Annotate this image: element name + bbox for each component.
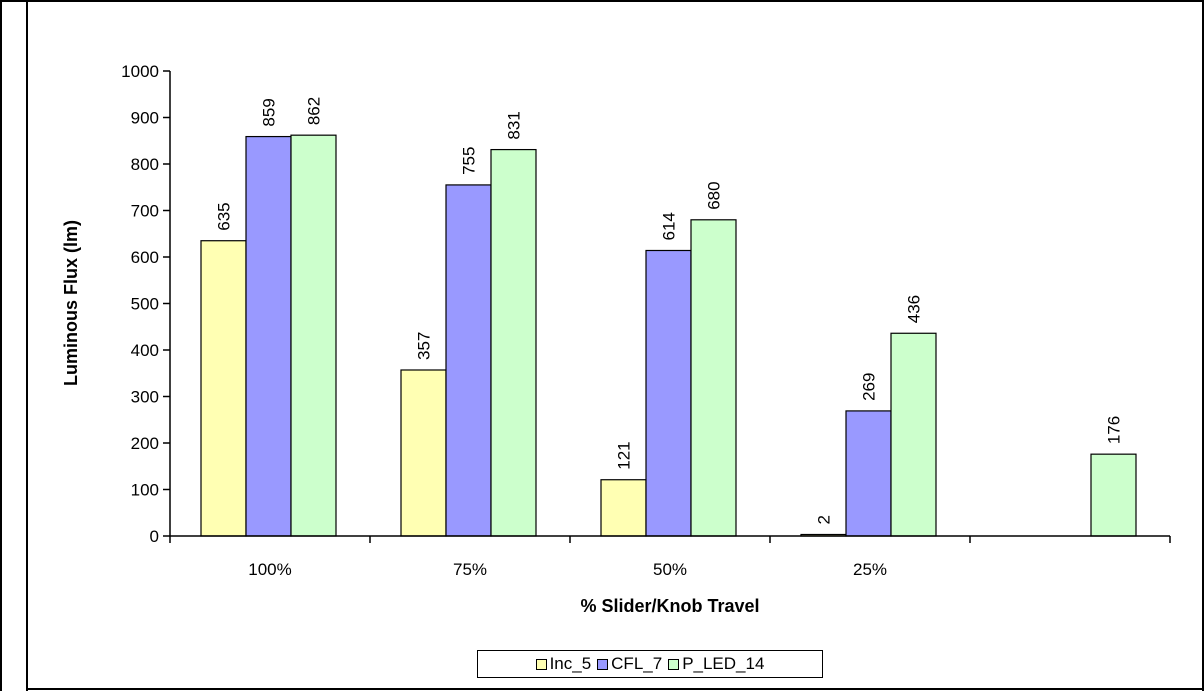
frame-inner-border — [26, 0, 28, 691]
bar — [290, 134, 337, 537]
y-tick-label: 0 — [150, 527, 159, 546]
data-label: 357 — [415, 332, 434, 360]
data-label: 755 — [460, 147, 479, 175]
x-axis-label: % Slider/Knob Travel — [580, 596, 759, 616]
bar — [245, 135, 292, 537]
frame-bottom-border — [28, 688, 1204, 690]
value-labels-group: 635 859 862 357 755 831 121 614 680 2 269 436 176 — [215, 97, 1124, 525]
legend-label-pled14: P_LED_14 — [682, 654, 765, 673]
y-tick-label: 400 — [131, 341, 159, 360]
data-label: 614 — [660, 212, 679, 240]
bar — [890, 332, 937, 537]
y-tick-label: 900 — [131, 109, 159, 128]
legend: Inc_5 CFL_7 P_LED_14 — [477, 650, 823, 678]
bar — [600, 479, 647, 537]
legend-swatch-inc5 — [535, 658, 547, 670]
y-tick-label: 600 — [131, 248, 159, 267]
y-axis-label: Luminous Flux (lm) — [61, 220, 81, 386]
data-label: 680 — [705, 181, 724, 209]
y-tick-label: 200 — [131, 434, 159, 453]
bars-group — [200, 134, 1137, 537]
x-tick-label: 50% — [653, 560, 687, 579]
legend-item-pled14: P_LED_14 — [668, 654, 764, 674]
data-label: 831 — [505, 111, 524, 139]
bar — [1090, 453, 1137, 537]
y-tick-label: 500 — [131, 295, 159, 314]
legend-swatch-pled14 — [668, 658, 680, 670]
x-axis: 100% 75% 50% 25% — [169, 535, 1171, 579]
data-label: 269 — [860, 373, 879, 401]
data-label: 121 — [615, 441, 634, 469]
x-tick-label: 75% — [453, 560, 487, 579]
bar — [845, 410, 892, 537]
y-tick-label: 300 — [131, 388, 159, 407]
legend-item-cfl7: CFL_7 — [597, 654, 662, 674]
bar — [445, 184, 492, 537]
x-tick-label: 25% — [853, 560, 887, 579]
x-tick-label: 100% — [248, 560, 291, 579]
y-tick-label: 1000 — [121, 62, 159, 81]
bar — [200, 240, 247, 537]
data-label: 859 — [260, 98, 279, 126]
data-label: 2 — [815, 515, 834, 524]
y-tick-label: 100 — [131, 481, 159, 500]
y-axis: 0 100 200 300 400 500 600 700 800 900 1000 — [121, 62, 171, 546]
y-tick-label: 800 — [131, 155, 159, 174]
legend-label-inc5: Inc_5 — [549, 654, 592, 673]
bar — [645, 249, 692, 537]
legend-label-cfl7: CFL_7 — [611, 654, 663, 673]
legend-item-inc5: Inc_5 — [535, 654, 592, 674]
data-label: 862 — [305, 97, 324, 125]
bar — [490, 148, 537, 537]
data-label: 176 — [1105, 416, 1124, 444]
data-label: 635 — [215, 202, 234, 230]
data-label: 436 — [905, 295, 924, 323]
bar — [400, 369, 447, 537]
bar — [690, 219, 737, 537]
y-tick-label: 700 — [131, 202, 159, 221]
legend-swatch-cfl7 — [597, 658, 609, 670]
